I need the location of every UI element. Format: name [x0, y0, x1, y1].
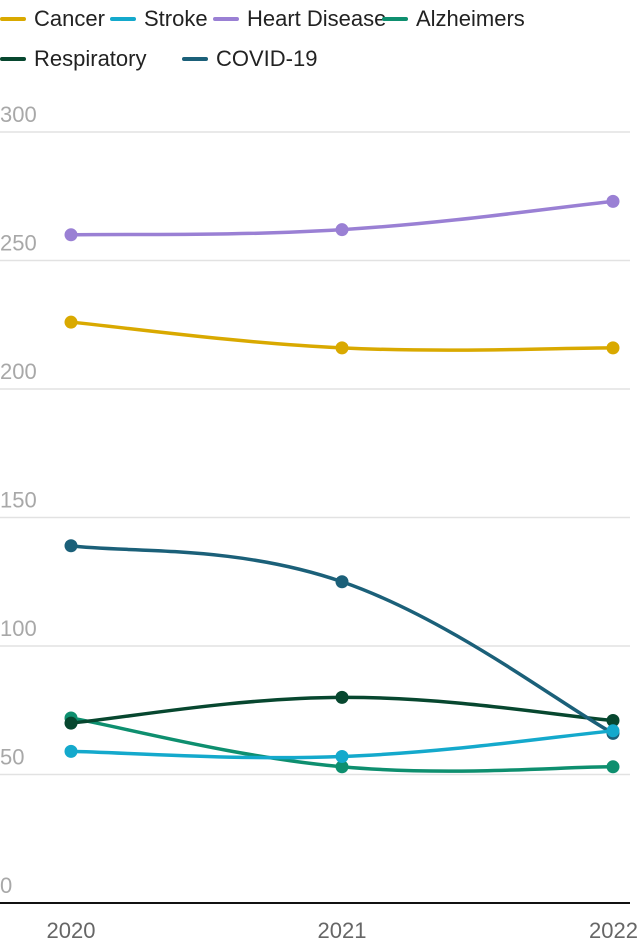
y-tick-label: 200 — [0, 359, 37, 384]
y-tick-label: 150 — [0, 488, 37, 513]
legend-swatch-icon — [213, 17, 239, 21]
series-covid-19 — [64, 539, 620, 740]
legend-swatch-icon — [182, 57, 208, 61]
y-tick-label: 250 — [0, 231, 37, 256]
data-point[interactable] — [335, 690, 349, 704]
x-axis-labels: 2020 2021 2022 — [47, 918, 638, 943]
y-axis-labels: 0 50 100 150 200 250 300 — [0, 102, 37, 898]
legend-label: Alzheimers — [416, 6, 525, 31]
data-point[interactable] — [606, 724, 620, 738]
series-heart-disease — [64, 194, 620, 242]
series-line — [69, 544, 615, 736]
x-tick-label: 2020 — [47, 918, 96, 943]
data-point[interactable] — [64, 228, 78, 242]
data-point[interactable] — [335, 341, 349, 355]
data-point[interactable] — [335, 223, 349, 237]
y-tick-label: 100 — [0, 616, 37, 641]
y-tick-label: 300 — [0, 102, 37, 127]
data-point[interactable] — [606, 760, 620, 774]
legend-label: Cancer — [34, 6, 105, 31]
gridlines — [0, 131, 630, 776]
legend-item-respiratory[interactable]: Respiratory — [0, 46, 146, 72]
legend-label: Heart Disease — [247, 6, 387, 31]
legend-item-cancer[interactable]: Cancer — [0, 6, 105, 32]
series-respiratory — [64, 690, 620, 730]
data-point[interactable] — [606, 341, 620, 355]
data-point[interactable] — [335, 575, 349, 589]
series-alzheimers — [64, 711, 620, 774]
data-point[interactable] — [606, 194, 620, 208]
data-point[interactable] — [64, 539, 78, 553]
legend-swatch-icon — [0, 57, 26, 61]
legend-swatch-icon — [110, 17, 136, 21]
legend-swatch-icon — [382, 17, 408, 21]
series-stroke — [64, 724, 620, 764]
data-point[interactable] — [64, 744, 78, 758]
legend-label: Stroke — [144, 6, 208, 31]
data-point[interactable] — [335, 750, 349, 764]
series-lines — [64, 194, 620, 774]
x-tick-label: 2022 — [589, 918, 638, 943]
legend-swatch-icon — [0, 17, 26, 21]
series-cancer — [64, 315, 620, 355]
legend-label: Respiratory — [34, 46, 147, 71]
data-point[interactable] — [335, 760, 349, 774]
legend-item-stroke[interactable]: Stroke — [110, 6, 208, 32]
y-tick-label: 50 — [0, 745, 24, 770]
x-tick-label: 2021 — [318, 918, 367, 943]
y-tick-label: 0 — [0, 873, 12, 898]
legend-item-heart-disease[interactable]: Heart Disease — [213, 6, 386, 32]
legend-label: COVID-19 — [216, 46, 318, 71]
legend-item-alzheimers[interactable]: Alzheimers — [382, 6, 525, 32]
data-point[interactable] — [64, 716, 78, 730]
data-point[interactable] — [606, 714, 620, 728]
data-point[interactable] — [64, 315, 78, 329]
legend-item-covid-19[interactable]: COVID-19 — [182, 46, 317, 72]
